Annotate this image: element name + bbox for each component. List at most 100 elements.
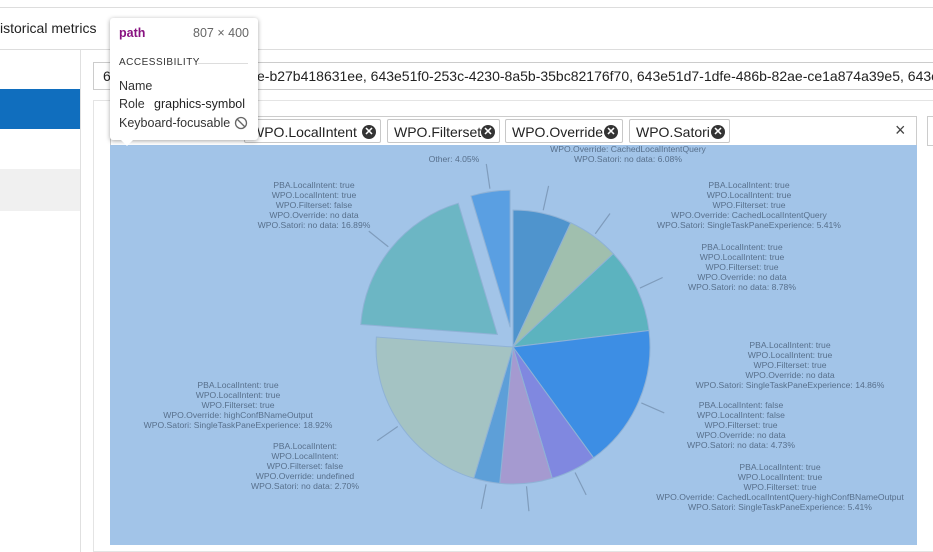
label-line: PBA.LocalIntent: false	[699, 400, 784, 410]
slice-label: PBA.LocalIntent: true WPO.LocalIntent: tr…	[258, 180, 371, 230]
tooltip-key: Role	[119, 97, 145, 111]
input-prefix: 6	[103, 68, 111, 84]
slice-label: PBA.LocalIntent: true WPO.LocalIntent: tr…	[656, 462, 904, 512]
label-line: WPO.LocalIntent: true	[748, 350, 833, 360]
chip[interactable]: WPO.Override ✕	[505, 119, 623, 143]
label-line: WPO.Satori: SingleTaskPaneExperience:	[688, 502, 845, 512]
pie-slice	[360, 202, 499, 336]
tooltip-arrow	[120, 139, 134, 146]
chip-remove[interactable]: ✕	[604, 125, 618, 139]
value-label: 18.92%	[303, 420, 333, 430]
label-line: PBA.LocalIntent: true	[273, 180, 354, 190]
value-label: 2.70%	[335, 481, 360, 491]
label-line: WPO.Filterset: false	[267, 461, 344, 471]
slice-label: PBA.LocalIntent: false WPO.LocalIntent: f…	[687, 400, 795, 450]
top-border	[0, 7, 933, 8]
label-line: WPO.Filterset: true	[704, 420, 777, 430]
chip-remove[interactable]: ✕	[362, 125, 376, 139]
devtools-tooltip: path 807 × 400 ACCESSIBILITY Name Role g…	[110, 18, 258, 146]
label-line: WPO.Override: no data	[269, 210, 359, 220]
value-label: 14.86%	[855, 380, 885, 390]
slice-label: PBA.LocalIntent: true WPO.LocalIntent: tr…	[657, 180, 841, 230]
label-line: WPO.Override: undefined	[256, 471, 355, 481]
value-label: 6.08%	[658, 154, 683, 164]
label-line: PBA.LocalIntent: true	[749, 340, 830, 350]
pie-slice	[511, 253, 650, 348]
label-line: PBA.LocalIntent: true	[739, 462, 820, 472]
label-line: WPO.Override: CachedLocalIntentQuery	[550, 145, 706, 154]
tab[interactable]: istorical metrics	[0, 20, 97, 36]
label-line: WPO.LocalIntent: false	[697, 410, 785, 420]
label-line: WPO.Filterset: true	[201, 400, 274, 410]
label-line: WPO.Filterset: true	[705, 262, 778, 272]
pie-slice	[375, 336, 514, 479]
label-line: WPO.Satori: no data:	[574, 154, 655, 164]
leader-line	[641, 402, 665, 414]
label-line: WPO.Override: no data	[696, 430, 786, 440]
chip-remove[interactable]: ✕	[711, 125, 725, 139]
not-allowed-icon	[234, 116, 248, 130]
value-label: 8.78%	[772, 282, 797, 292]
chip-remove[interactable]: ✕	[481, 125, 495, 139]
label-line: WPO.Satori: no data:	[251, 481, 332, 491]
label-line: WPO.Satori: no data:	[258, 220, 339, 230]
label-line: WPO.Filterset: false	[276, 200, 353, 210]
slice-label: WPO.Override: CachedLocalIntentQuery WPO.…	[550, 145, 706, 164]
slice-label: PBA.LocalIntent: WPO.LocalIntent: WPO.Filt…	[251, 441, 359, 491]
label-line: Other:	[429, 154, 453, 164]
label-line: WPO.Override: CachedLocalIntentQuery	[671, 210, 827, 220]
chip[interactable]: WPO.Filterset ✕	[387, 119, 500, 143]
label-line: WPO.Satori: SingleTaskPaneExperience:	[657, 220, 814, 230]
input-text: e-b27b418631ee, 643e51f0-253c-4230-8a5b-…	[257, 68, 933, 84]
tooltip-size: 807 × 400	[193, 26, 249, 40]
chart: WPO.Override: CachedLocalIntentQuery WPO.…	[110, 145, 917, 545]
leader-line	[376, 426, 399, 442]
chip[interactable]: WPO.Satori ✕	[629, 119, 730, 143]
leader-line	[594, 213, 611, 235]
label-line: PBA.LocalIntent: true	[197, 380, 278, 390]
label-line: WPO.Satori: no data:	[687, 440, 768, 450]
tooltip-key: Name	[119, 79, 153, 93]
label-line: WPO.Satori: no data:	[688, 282, 769, 292]
nav-item[interactable]	[0, 169, 80, 211]
value-label: 16.89%	[341, 220, 371, 230]
label-line: WPO.Satori: SingleTaskPaneExperience:	[696, 380, 853, 390]
clear-button[interactable]: ×	[895, 120, 906, 140]
leader-line	[542, 185, 550, 211]
leader-line	[639, 276, 663, 289]
tooltip-key: Keyboard-focusable	[119, 116, 231, 130]
label-line: PBA.LocalIntent:	[273, 441, 337, 451]
label-line: WPO.Filterset: true	[753, 360, 826, 370]
nav-item-selected[interactable]	[0, 89, 80, 129]
slice-label: PBA.LocalIntent: true WPO.LocalIntent: tr…	[144, 380, 333, 430]
label-line: PBA.LocalIntent: true	[708, 180, 789, 190]
pie-slice	[512, 329, 651, 459]
side-button[interactable]	[927, 116, 933, 146]
slice-label: PBA.LocalIntent: true WPO.LocalIntent: tr…	[688, 242, 796, 292]
input[interactable]: 6 e-b27b418631ee, 643e51f0-253c-4230-8a5…	[93, 62, 933, 90]
leader-line	[368, 230, 389, 248]
value-label: 4.05%	[455, 154, 480, 164]
label-line: PBA.LocalIntent: true	[701, 242, 782, 252]
header-border	[0, 49, 933, 50]
leader-line	[480, 484, 487, 510]
label-line: WPO.LocalIntent: true	[707, 190, 792, 200]
value-label: 4.73%	[771, 440, 796, 450]
leader-line	[525, 486, 530, 512]
label-line: WPO.Override: no data	[697, 272, 787, 282]
leader-line	[485, 163, 491, 189]
label-line: WPO.Override: CachedLocalIntentQuery-hig…	[656, 492, 904, 502]
tooltip-value: graphics-symbol	[154, 97, 246, 111]
chip[interactable]: WPO.LocalIntent ✕	[244, 119, 381, 143]
slice-label: PBA.LocalIntent: true WPO.LocalIntent: tr…	[696, 340, 885, 390]
label-line: WPO.Override: no data	[745, 370, 835, 380]
sidebar-divider	[80, 50, 81, 552]
tooltip-element: path	[119, 26, 146, 40]
value-label: 5.41%	[817, 220, 842, 230]
section-rule	[198, 63, 248, 64]
label-line: WPO.LocalIntent:	[271, 451, 338, 461]
label-line: WPO.LocalIntent: true	[196, 390, 281, 400]
pie-slice	[470, 189, 511, 328]
label-line: WPO.Satori: SingleTaskPaneExperience:	[144, 420, 301, 430]
